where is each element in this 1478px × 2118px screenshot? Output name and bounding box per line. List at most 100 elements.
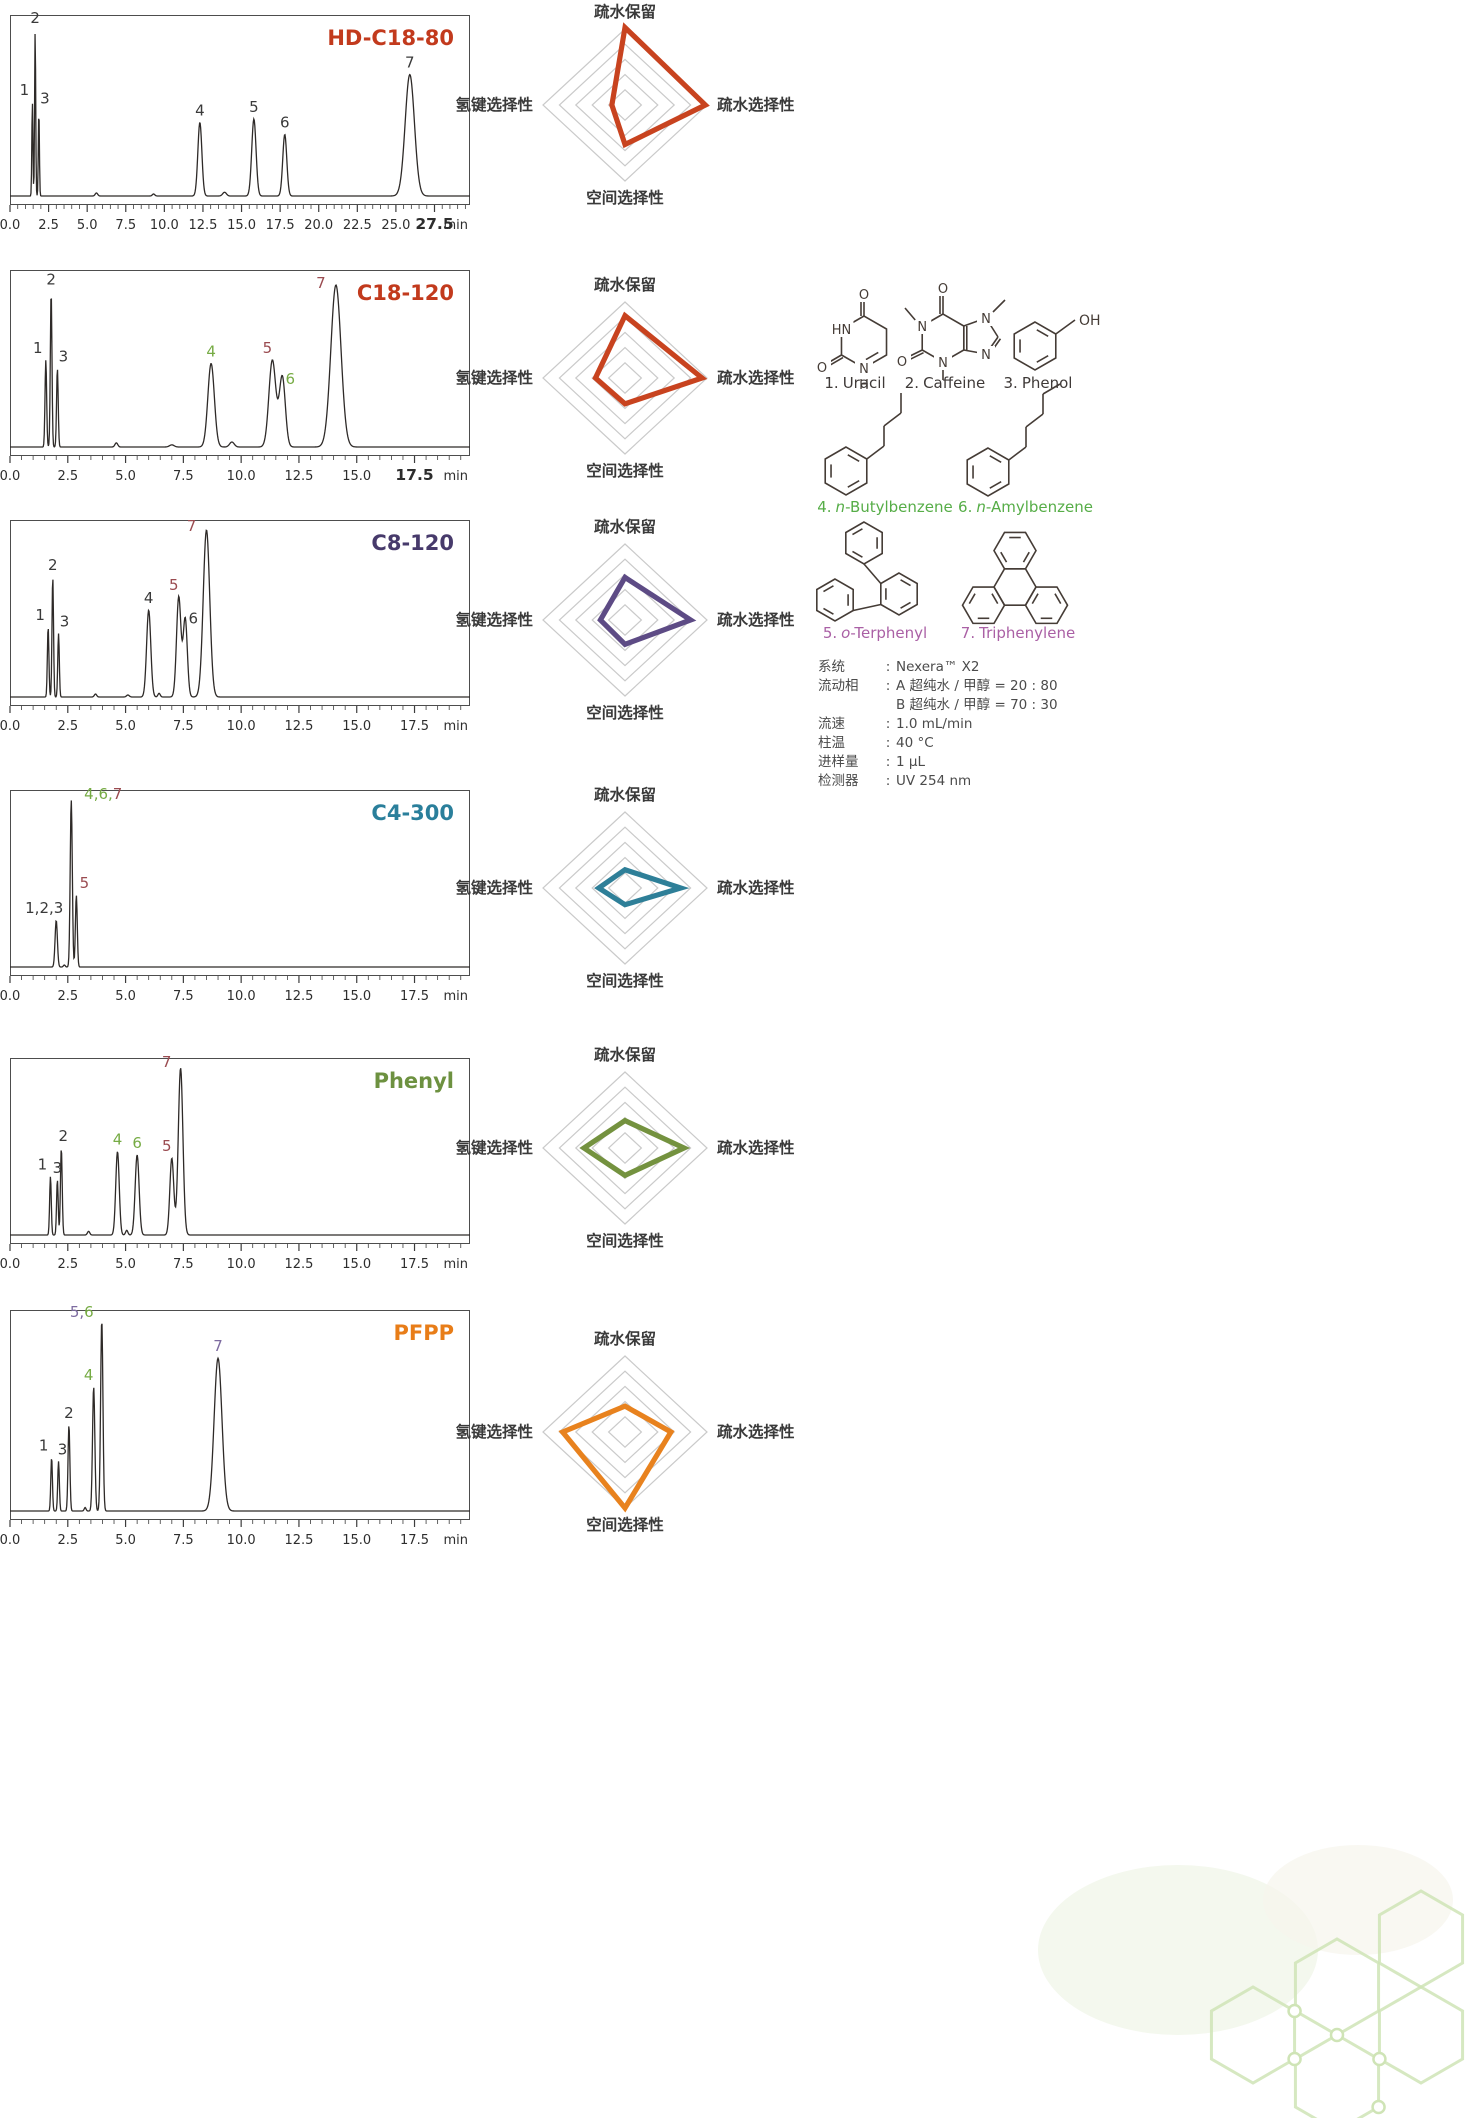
- condition-separator: :: [885, 754, 891, 770]
- radar-c4-300: 疏水保留 疏水选择性 空间选择性 氢键选择性: [455, 784, 795, 996]
- radar-axis-right: 疏水选择性: [717, 95, 795, 114]
- condition-label: 流速: [818, 716, 845, 732]
- chromatogram-phenyl: Phenyl 0.0 2.5 5.0 7.5 10.0 12.5 15.0 17.5 min 1 3 2…: [0, 1053, 470, 1278]
- svg-text:N: N: [981, 348, 991, 363]
- x-tick-label: 15.0: [342, 1257, 371, 1272]
- svg-text:N: N: [859, 362, 869, 377]
- radar-axis-top: 疏水保留: [594, 517, 656, 536]
- radar-axis-top: 疏水保留: [594, 785, 656, 804]
- condition-separator: :: [885, 735, 891, 751]
- x-tick-label: 5.0: [115, 1533, 136, 1548]
- x-tick-label: 2.5: [57, 1257, 78, 1272]
- radar-c8-120: 疏水保留 疏水选择性 空间选择性 氢键选择性: [455, 516, 795, 728]
- x-tick-label: 25.0: [381, 218, 410, 233]
- radar-axis-bottom: 空间选择性: [586, 1231, 664, 1250]
- x-tick-label: 17.5: [400, 1533, 429, 1548]
- x-axis-unit: min: [443, 989, 468, 1004]
- peak-label: 5: [263, 339, 273, 357]
- x-tick-label: 5.0: [115, 719, 136, 734]
- x-tick-label: 5.0: [115, 1257, 136, 1272]
- x-tick-label: 17.5: [400, 989, 429, 1004]
- x-tick-label: 15.0: [342, 1533, 371, 1548]
- condition-separator: :: [885, 659, 891, 675]
- x-tick-label: 12.5: [284, 989, 313, 1004]
- chromatogram-plot: Phenyl 0.0 2.5 5.0 7.5 10.0 12.5 15.0 17.5 min 1 3 2…: [0, 1053, 470, 1272]
- x-tick-label: 2.5: [57, 719, 78, 734]
- x-axis-unit: min: [443, 1533, 468, 1548]
- chart-title: PFPP: [393, 1321, 454, 1345]
- peak-label: 7: [213, 1337, 223, 1355]
- x-tick-label: 5.0: [77, 218, 98, 233]
- peak-label: 4: [84, 1366, 94, 1384]
- peak-label: 1,2,3: [25, 899, 63, 917]
- caption-uracil: 1. Uracil: [824, 374, 886, 392]
- x-tick-label: 2.5: [38, 218, 59, 233]
- radar-polygon: [594, 866, 690, 908]
- x-axis-unit: min: [443, 719, 468, 734]
- n-butylbenzene-structure: [808, 388, 938, 500]
- radar-phenyl: 疏水保留 疏水选择性 空间选择性 氢键选择性: [455, 1044, 795, 1256]
- x-tick-label: 0.0: [0, 218, 20, 233]
- radar-axis-bottom: 空间选择性: [586, 971, 664, 990]
- peak-label: 1: [38, 1156, 48, 1174]
- caffeine-structure: O O N N N N: [893, 276, 1019, 394]
- radar-axis-bottom: 空间选择性: [586, 1515, 664, 1534]
- svg-text:N: N: [981, 312, 991, 327]
- peak-label: 5: [162, 1137, 172, 1155]
- x-axis-unit: min: [443, 469, 468, 484]
- x-axis-unit: min: [443, 218, 468, 233]
- radar-axis-right: 疏水选择性: [717, 610, 795, 629]
- x-tick-label: 7.5: [173, 469, 194, 484]
- peak-label: 3: [59, 348, 69, 366]
- x-tick-label: 10.0: [227, 469, 256, 484]
- condition-label: 柱温: [818, 735, 845, 751]
- peak-label: 5: [169, 576, 179, 594]
- radar-axis-left: 氢键选择性: [455, 368, 533, 387]
- chart-title: C8-120: [371, 531, 454, 555]
- x-tick-label: 7.5: [173, 1257, 194, 1272]
- caption-o-terphenyl: 5. o-Terphenyl: [822, 624, 928, 642]
- x-tick-label: 5.0: [115, 469, 136, 484]
- radar-polygon: [558, 1403, 675, 1513]
- condition-label: 流动相: [818, 678, 859, 694]
- chromatogram-c4-300: C4-300 0.0 2.5 5.0 7.5 10.0 12.5 15.0 17.5 min 1,2…: [0, 785, 470, 1010]
- chromatogram-hd-c18-80: HD-C18-80 0.0 2.5 5.0 7.5 10.0 12.5 15.0 17.5 20.…: [0, 9, 470, 239]
- radar-axis-top: 疏水保留: [594, 1045, 656, 1064]
- peak-label: 1: [33, 339, 43, 357]
- x-tick-label: 0.0: [0, 719, 20, 734]
- peak-label: 1: [20, 81, 30, 99]
- caption-n-amylbenzene: 6. n-Amylbenzene: [958, 498, 1093, 516]
- condition-row: 流动相: A 超纯水 / 甲醇 = 20 : 80 B 超纯水 / 甲醇 = 70 …: [818, 677, 1118, 715]
- condition-value: 1.0 mL/min: [896, 716, 973, 732]
- condition-value: Nexera™ X2: [896, 659, 980, 675]
- svg-text:O: O: [897, 355, 907, 370]
- radar-axis-bottom: 空间选择性: [586, 461, 664, 480]
- peak-label: 7: [162, 1053, 172, 1071]
- condition-value: A 超纯水 / 甲醇 = 20 : 80 B 超纯水 / 甲醇 = 70 : 30: [896, 678, 1058, 713]
- peak-label: 4: [113, 1131, 123, 1149]
- x-tick-label: 2.5: [57, 1533, 78, 1548]
- peak-label: 5: [249, 98, 259, 116]
- radar-axis-left: 氢键选择性: [455, 878, 533, 897]
- caption-triphenylene: 7. Triphenylene: [960, 624, 1076, 642]
- radar-axis-left: 氢键选择性: [455, 610, 533, 629]
- x-tick-label: 2.5: [57, 469, 78, 484]
- svg-text:O: O: [938, 282, 948, 297]
- x-tick-label: 17.5: [395, 466, 433, 484]
- x-tick-label: 5.0: [115, 989, 136, 1004]
- svg-text:N: N: [917, 320, 927, 335]
- radar-axis-top: 疏水保留: [594, 1329, 656, 1348]
- condition-separator: :: [885, 773, 891, 789]
- x-tick-label: 7.5: [173, 989, 194, 1004]
- peak-label: 6: [286, 370, 296, 388]
- x-tick-label: 17.5: [400, 719, 429, 734]
- peak-label: 4,6,7: [84, 785, 122, 803]
- condition-label: 进样量: [818, 754, 859, 770]
- peak-label: 7: [316, 274, 326, 292]
- uracil-structure: O O HN N H: [812, 280, 916, 400]
